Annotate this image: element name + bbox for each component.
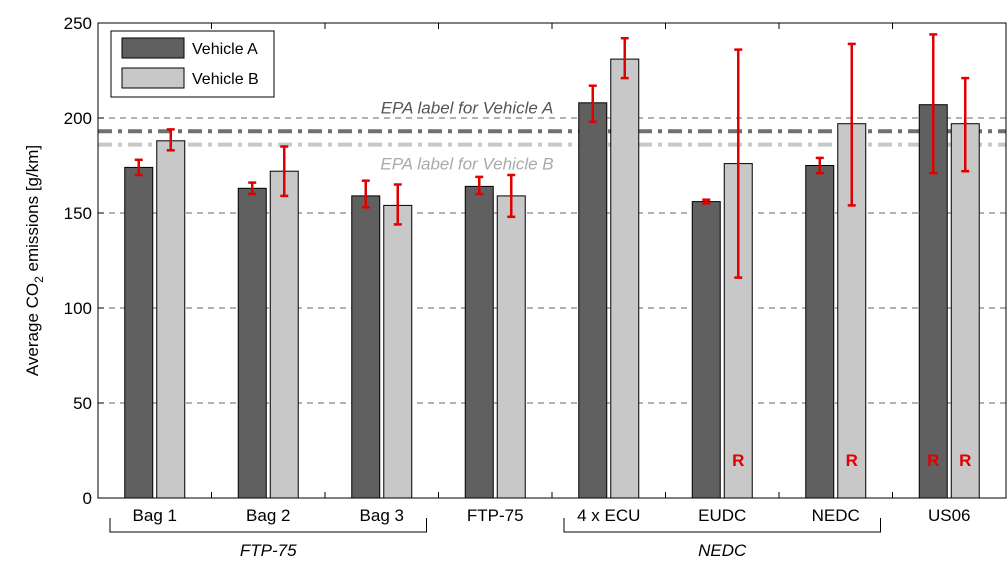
y-tick-label: 250 [64,14,92,33]
bar-vehicle-b [269,170,299,499]
y-tick-label: 200 [64,109,92,128]
legend-label: Vehicle B [192,71,259,88]
r-mark: R [959,451,971,470]
y-tick-label: 50 [73,394,92,413]
y-axis-label: Average CO2 emissions [g/km] [23,145,46,376]
bar-vehicle-a [124,166,154,499]
x-tick-label: NEDC [812,506,860,525]
x-tick-label: Bag 2 [246,506,290,525]
y-tick-label: 0 [83,489,92,508]
bar-vehicle-a [578,102,608,499]
y-tick-label: 150 [64,204,92,223]
legend-swatch [121,37,185,59]
bar-vehicle-b [496,195,526,499]
r-mark: R [846,451,858,470]
bar-vehicle-b [156,140,186,499]
bars [124,58,980,499]
error-bars [134,33,970,279]
y-axis-label-sub: 2 [32,276,46,283]
bar-vehicle-a [237,187,267,499]
x-tick-label: 4 x ECU [577,506,640,525]
bar-vehicle-b [383,204,413,499]
category-groups: FTP-75 NEDC [109,518,881,560]
x-tick-label: Bag 1 [133,506,177,525]
bar-vehicle-a [691,201,721,499]
group-label: FTP-75 [240,541,297,560]
group-bracket [563,518,881,533]
epa-reference-label: EPA label for Vehicle A [381,98,554,117]
legend: Vehicle A Vehicle B [110,30,275,98]
group-label: NEDC [698,541,747,560]
legend-label: Vehicle A [192,41,258,58]
y-axis-label-pre: Average CO [23,283,42,376]
x-tick-label: Bag 3 [360,506,404,525]
x-axis: Bag 1 Bag 2 Bag 3 FTP-75 4 x ECU EUDC NEDC US06 [133,23,971,525]
bar-vehicle-a [805,165,835,499]
bar-vehicle-b [950,123,980,499]
bar-vehicle-b [610,58,640,499]
y-tick-label: 100 [64,299,92,318]
bar-vehicle-a [351,195,381,499]
x-tick-label: EUDC [698,506,746,525]
r-marks: RR R R [732,451,971,470]
reference-lines: EPA label for Vehicle A EPA label for Veh… [98,98,1006,174]
r-mark: R [927,451,939,470]
grid-lines [98,117,1006,404]
group-bracket [109,518,427,533]
bar-vehicle-a [464,185,494,499]
x-tick-label: FTP-75 [467,506,524,525]
y-axis: 0 50 100 150 200 250 [64,14,104,508]
x-tick-label: US06 [928,506,971,525]
y-axis-label-post: emissions [g/km] [23,145,42,276]
epa-reference-label: EPA label for Vehicle B [380,155,553,174]
r-mark: R [732,451,744,470]
legend-swatch [121,67,185,89]
